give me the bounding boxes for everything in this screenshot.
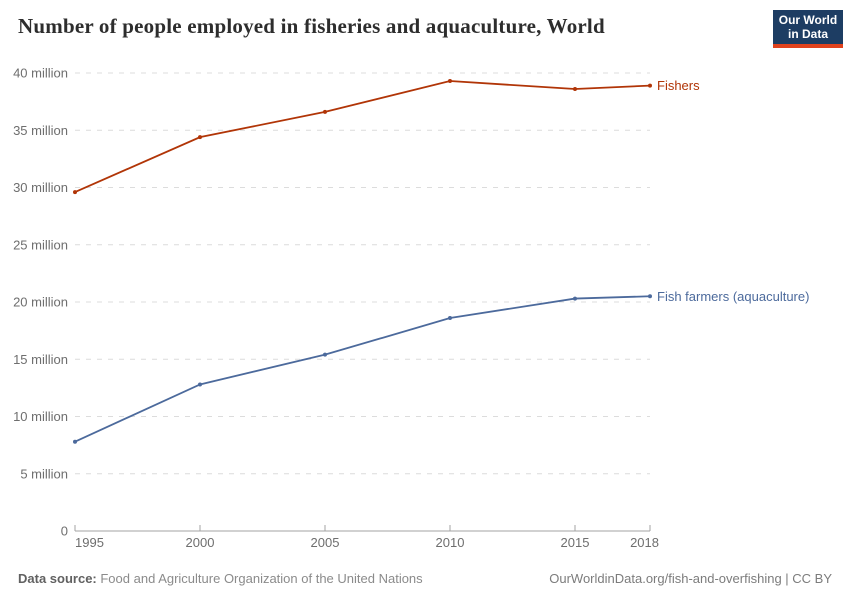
credit-link[interactable]: OurWorldinData.org/fish-and-overfishing … bbox=[549, 571, 832, 586]
series-label: Fish farmers (aquaculture) bbox=[657, 289, 809, 304]
x-tick-label: 2005 bbox=[311, 535, 340, 550]
y-tick-label: 0 bbox=[61, 524, 68, 539]
series-line bbox=[74, 295, 651, 443]
series-point bbox=[73, 439, 77, 444]
x-tick-label: 1995 bbox=[75, 535, 104, 550]
y-tick-label: 15 million bbox=[13, 352, 68, 367]
y-tick-label: 20 million bbox=[13, 295, 68, 310]
series-point bbox=[73, 190, 77, 195]
x-tick-label: 2015 bbox=[561, 535, 590, 550]
x-tick-label: 2010 bbox=[436, 535, 465, 550]
owid-logo-line1: Our World bbox=[778, 12, 838, 27]
data-source: Data source: Food and Agriculture Organi… bbox=[18, 571, 423, 586]
owid-logo[interactable]: Our World in Data bbox=[773, 10, 843, 48]
series-label: Fishers bbox=[657, 78, 700, 93]
data-source-label: Data source: bbox=[18, 571, 97, 586]
y-tick-label: 10 million bbox=[13, 409, 68, 424]
owid-logo-line2: in Data bbox=[787, 27, 828, 41]
series-point bbox=[323, 352, 327, 357]
series-point bbox=[648, 83, 652, 88]
series-point bbox=[573, 87, 577, 92]
y-tick-label: 35 million bbox=[13, 123, 68, 138]
series-point bbox=[198, 382, 202, 387]
series-point bbox=[648, 294, 652, 299]
series-line bbox=[74, 80, 651, 193]
chart-title: Number of people employed in fisheries a… bbox=[18, 14, 605, 38]
x-tick-label: 2018 bbox=[630, 535, 659, 550]
series-point bbox=[323, 109, 327, 114]
x-tick-label: 2000 bbox=[186, 535, 215, 550]
series-point bbox=[198, 135, 202, 140]
chart-footer: Data source: Food and Agriculture Organi… bbox=[18, 571, 832, 586]
data-source-value: Food and Agriculture Organization of the… bbox=[96, 571, 423, 586]
series-point bbox=[448, 316, 452, 321]
series-point bbox=[448, 79, 452, 84]
y-tick-label: 5 million bbox=[20, 466, 68, 481]
y-tick-label: 25 million bbox=[13, 237, 68, 252]
y-tick-label: 30 million bbox=[13, 180, 68, 195]
series-point bbox=[573, 296, 577, 301]
y-tick-label: 40 million bbox=[13, 66, 68, 81]
